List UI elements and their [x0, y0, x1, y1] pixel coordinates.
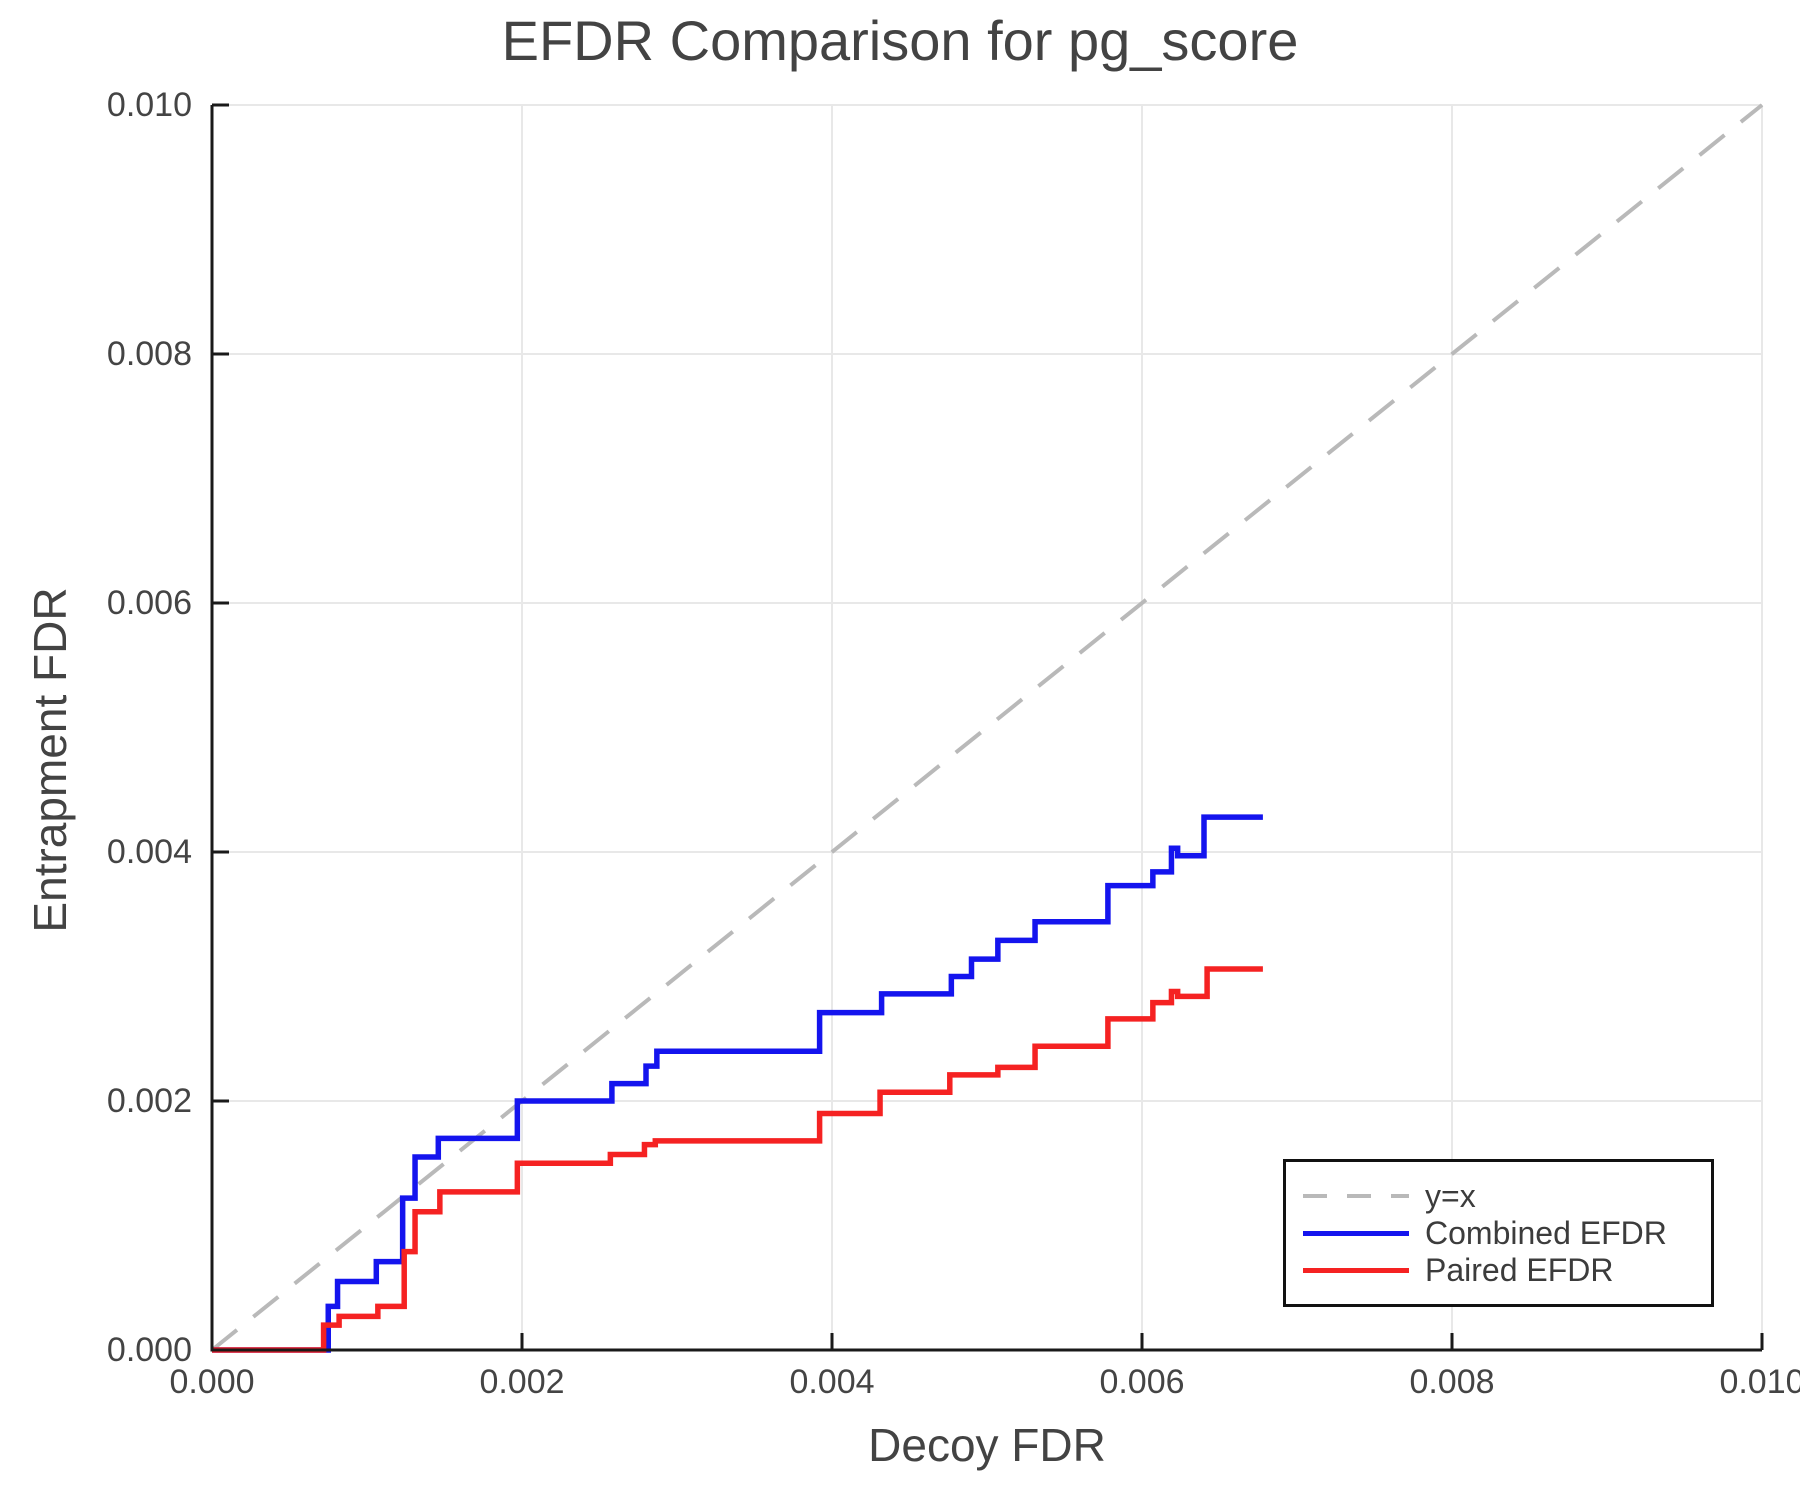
- paired-efdr-line: [212, 966, 1263, 1353]
- y-tick-label: 0.006: [106, 584, 192, 622]
- dashed-line-sample: [1303, 1194, 1409, 1198]
- x-tick-label: 0.000: [169, 1363, 255, 1401]
- legend-entry-paired: Paired EFDR: [1303, 1252, 1711, 1289]
- combined-efdr-line: [212, 814, 1263, 1353]
- combined-line-sample: [1303, 1230, 1409, 1236]
- y-tick-label: 0.008: [106, 335, 192, 373]
- y-tick-label: 0.002: [106, 1082, 192, 1120]
- y-tick-label: 0.000: [106, 1331, 192, 1369]
- x-tick-label: 0.004: [789, 1363, 875, 1401]
- paired-line-sample: [1303, 1267, 1409, 1273]
- legend-label: y=x: [1425, 1177, 1476, 1214]
- y-tick-label: 0.004: [106, 833, 192, 871]
- legend-entry-yx: y=x: [1303, 1178, 1711, 1215]
- yx-line: [210, 103, 1764, 1352]
- chart-title: EFDR Comparison for pg_score: [501, 9, 1299, 72]
- legend-label: Combined EFDR: [1425, 1214, 1667, 1251]
- x-tick-label: 0.002: [479, 1363, 565, 1401]
- y-tick-label: 0.010: [106, 86, 192, 124]
- x-tick-label: 0.006: [1099, 1363, 1185, 1401]
- legend-label: Paired EFDR: [1425, 1251, 1614, 1288]
- x-tick-label: 0.008: [1409, 1363, 1495, 1401]
- x-axis-label: Decoy FDR: [868, 1419, 1106, 1471]
- x-tick-label: 0.010: [1719, 1363, 1800, 1401]
- legend-entry-combined: Combined EFDR: [1303, 1215, 1711, 1252]
- legend: y=x Combined EFDR Paired EFDR: [1283, 1159, 1714, 1307]
